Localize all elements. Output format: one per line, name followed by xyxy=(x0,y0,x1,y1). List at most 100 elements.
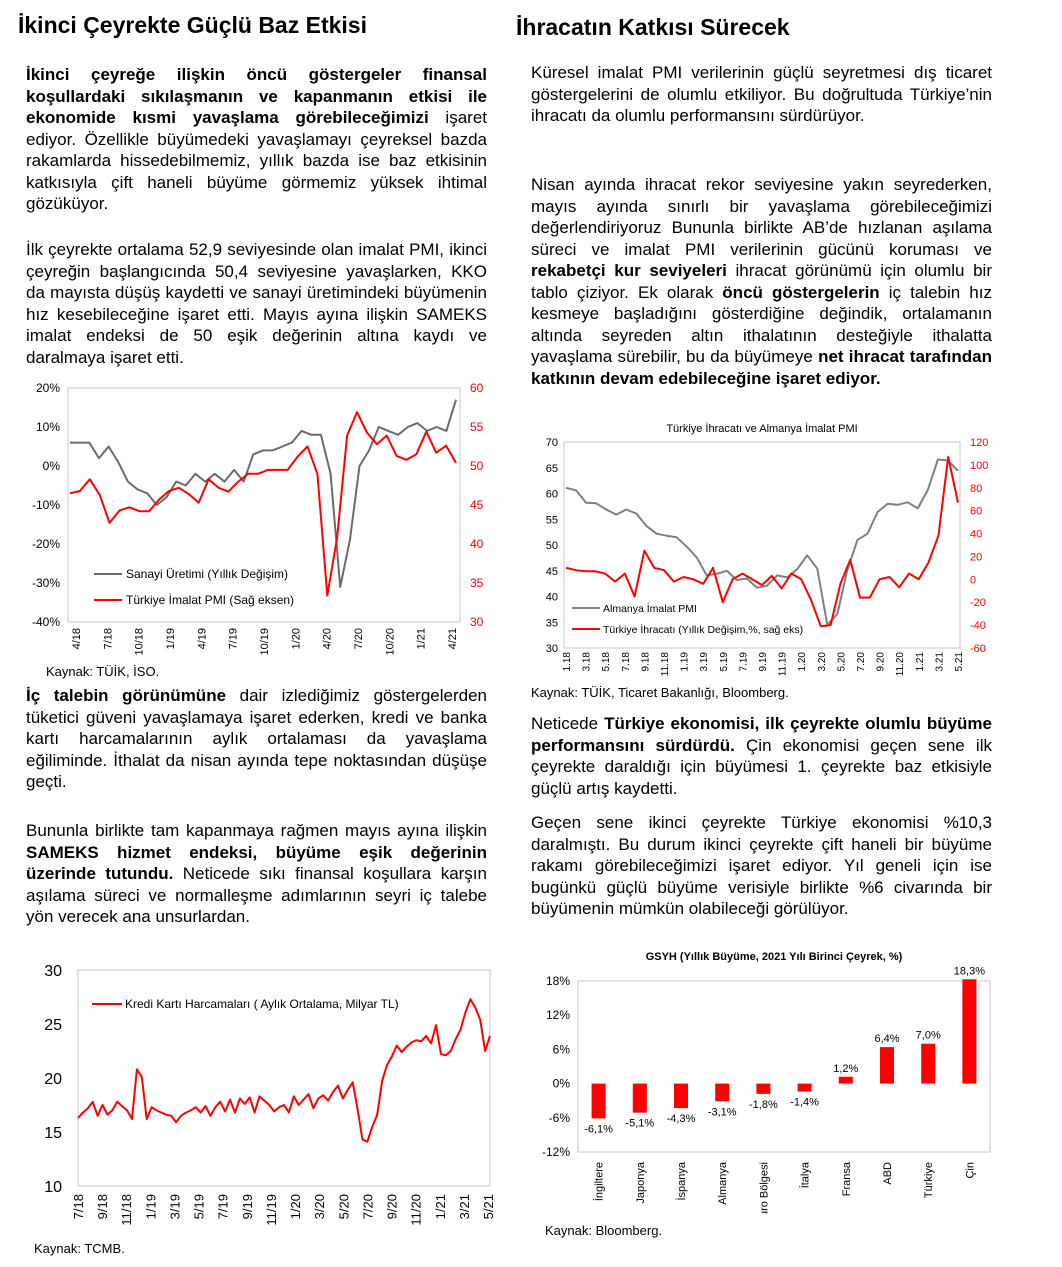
x-tick-label: 3.20 xyxy=(817,652,828,672)
industrial-production-pmi-chart: 20% 10% 0% -10% -20% -30% -40% 60 55 50 45 40 35 30 4/… xyxy=(32,381,484,656)
bar xyxy=(921,1043,936,1084)
legend-label: Türkiye İhracatı (Yıllık Değişim,%, sağ … xyxy=(603,623,803,636)
x-tick-label: 1/20 xyxy=(290,628,302,649)
data-label: -4,3% xyxy=(667,1113,696,1125)
right-paragraph-2: Nisan ayında ihracat rekor seviyesine ya… xyxy=(531,174,992,389)
x-tick-label: 3/20 xyxy=(312,1194,327,1219)
bar xyxy=(797,1083,812,1092)
plot-frame xyxy=(563,441,961,649)
data-label: -6,1% xyxy=(584,1123,613,1135)
data-label: -1,8% xyxy=(749,1099,778,1111)
text-run: öncü göstergelerin xyxy=(722,282,880,302)
left-paragraph-1: İkinci çeyreğe ilişkin öncü göstergeler … xyxy=(26,64,487,215)
gdp-growth-bar-chart: GSYH (Yıllık Büyüme, 2021 Yılı Birinci Ç… xyxy=(542,951,991,1214)
x-tick-label: 9/19 xyxy=(240,1194,255,1219)
x-tick-label: 7/20 xyxy=(353,628,365,649)
y-tick-label: 40 xyxy=(546,592,558,604)
x-tick-label: 3/21 xyxy=(457,1194,472,1219)
credit-card-spending-chart: 30 25 20 15 10 7/18 9/18 11/18 1/19 3/19 5/19 7/19 9… xyxy=(44,963,496,1226)
y-tick-label: 12% xyxy=(546,1008,570,1022)
text-run: İkinci çeyreğe ilişkin öncü göstergeler … xyxy=(26,65,487,127)
data-label: -1,4% xyxy=(790,1097,819,1109)
y2-tick-label: 45 xyxy=(470,498,484,512)
text-run: Geçen sene ikinci çeyrekte Türkiye ekono… xyxy=(531,813,992,918)
y-tick-label: 15 xyxy=(44,1125,62,1142)
x-tick-label: 1/19 xyxy=(143,1194,158,1219)
y2-tick-label: -20 xyxy=(970,597,986,609)
left-paragraph-4: Bununla birlikte tam kapanmaya rağmen ma… xyxy=(26,820,487,928)
text-run: Neticede sıkı finansal koşullara karşın … xyxy=(26,864,487,926)
x-tick-label: 5/20 xyxy=(336,1194,351,1219)
x-tick-label: Japonya xyxy=(635,1161,647,1203)
legend-label: Türkiye İmalat PMI (Sağ eksen) xyxy=(126,593,294,607)
x-tick-label: İngiltere xyxy=(593,1162,606,1201)
series-line-0 xyxy=(77,998,491,1143)
plot-frame xyxy=(577,980,991,1153)
text-run: iç talebin hız kesmeye başladığını göste… xyxy=(531,282,992,367)
y2-tick-label: -60 xyxy=(970,643,986,655)
x-tick-label: 1/21 xyxy=(433,1194,448,1219)
x-tick-label: 4/19 xyxy=(196,628,208,649)
data-label: 6,4% xyxy=(874,1033,899,1045)
y-tick-label: 25 xyxy=(44,1017,62,1034)
y2-tick-label: -40 xyxy=(970,620,986,632)
plot-frame xyxy=(77,969,491,1187)
text-run: işaret ediyor. Özellikle büyümedeki yava… xyxy=(26,108,488,213)
text-run: dair izlediğimiz göstergelerden tüketici… xyxy=(26,686,487,791)
y-tick-label: 0% xyxy=(553,1077,571,1091)
x-tick-label: İspanya xyxy=(675,1161,688,1200)
x-tick-label: 1.19 xyxy=(680,652,691,672)
y-tick-label: 55 xyxy=(546,514,558,526)
data-label: 1,2% xyxy=(833,1063,858,1075)
x-tick-label: Fransa xyxy=(841,1161,853,1196)
chart-title: Türkiye İhracatı ve Almanya İmalat PMI xyxy=(666,422,857,435)
right-paragraph-4: Geçen sene ikinci çeyrekte Türkiye ekono… xyxy=(531,812,992,920)
x-tick-label: 3.21 xyxy=(934,652,945,672)
x-tick-label: Çin xyxy=(964,1162,976,1179)
x-tick-label: 5/21 xyxy=(481,1194,496,1219)
x-tick-label: 3.19 xyxy=(699,652,710,672)
source-tuik-ticaret-bloomberg: Kaynak: TÜİK, Ticaret Bakanlığı, Bloombe… xyxy=(531,685,789,700)
x-tick-label: 7.19 xyxy=(738,652,749,672)
text-run: Türkiye ekonomisi, ilk çeyrekte olumlu b… xyxy=(531,714,993,755)
x-tick-label: ABD xyxy=(882,1162,894,1185)
source-bloomberg: Kaynak: Bloomberg. xyxy=(545,1223,663,1238)
text-run: net ihracat tarafından katkının devam ed… xyxy=(531,347,992,388)
source-tuik-iso: Kaynak: TÜİK, İSO. xyxy=(46,664,160,679)
y-tick-label: 65 xyxy=(546,463,558,475)
series-line-1 xyxy=(565,455,959,628)
x-tick-label: 9.18 xyxy=(640,652,651,672)
bar xyxy=(838,1076,853,1084)
y-tick-label: -20% xyxy=(32,537,60,551)
y2-tick-label: 20 xyxy=(970,551,982,563)
series-line-0 xyxy=(565,458,959,626)
x-tick-label: Türkiye xyxy=(923,1162,935,1198)
bar xyxy=(715,1083,730,1102)
y-tick-label: 35 xyxy=(546,617,558,629)
legend-label: Sanayi Üretimi (Yıllık Değişim) xyxy=(126,567,288,581)
bar xyxy=(591,1083,606,1119)
x-tick-label: İtalya xyxy=(799,1161,812,1188)
x-tick-label: 5.20 xyxy=(836,652,847,672)
x-tick-label: 3.18 xyxy=(582,652,593,672)
bar xyxy=(880,1047,894,1084)
y-tick-label: 6% xyxy=(553,1042,571,1056)
x-tick-label: 1/20 xyxy=(288,1194,303,1219)
exports-germany-pmi-chart: Türkiye İhracatı ve Almanya İmalat PMI 70… xyxy=(546,422,989,676)
text-run: ihracat görünümü için olumlu bir tablo ç… xyxy=(531,261,992,302)
text-run: rekabetçi kur seviyeleri xyxy=(531,261,727,280)
legend-label: Kredi Kartı Harcamaları ( Aylık Ortalama… xyxy=(125,997,399,1011)
x-tick-label: 5.18 xyxy=(601,652,612,672)
x-tick-label: 4/21 xyxy=(447,628,459,649)
y-tick-label: 30 xyxy=(546,643,558,655)
y-tick-label: 18% xyxy=(546,974,570,988)
x-tick-label: 11/18 xyxy=(119,1194,134,1226)
y2-tick-label: 55 xyxy=(470,420,484,434)
bar xyxy=(632,1083,647,1113)
y2-tick-label: 40 xyxy=(470,537,484,551)
x-tick-label: 10/20 xyxy=(384,628,396,656)
x-tick-label: 10/19 xyxy=(259,628,271,656)
plot-frame xyxy=(67,387,461,623)
series-line-0 xyxy=(70,399,457,588)
text-run: SAMEKS hizmet endeksi, büyüme eşik değer… xyxy=(26,842,487,884)
